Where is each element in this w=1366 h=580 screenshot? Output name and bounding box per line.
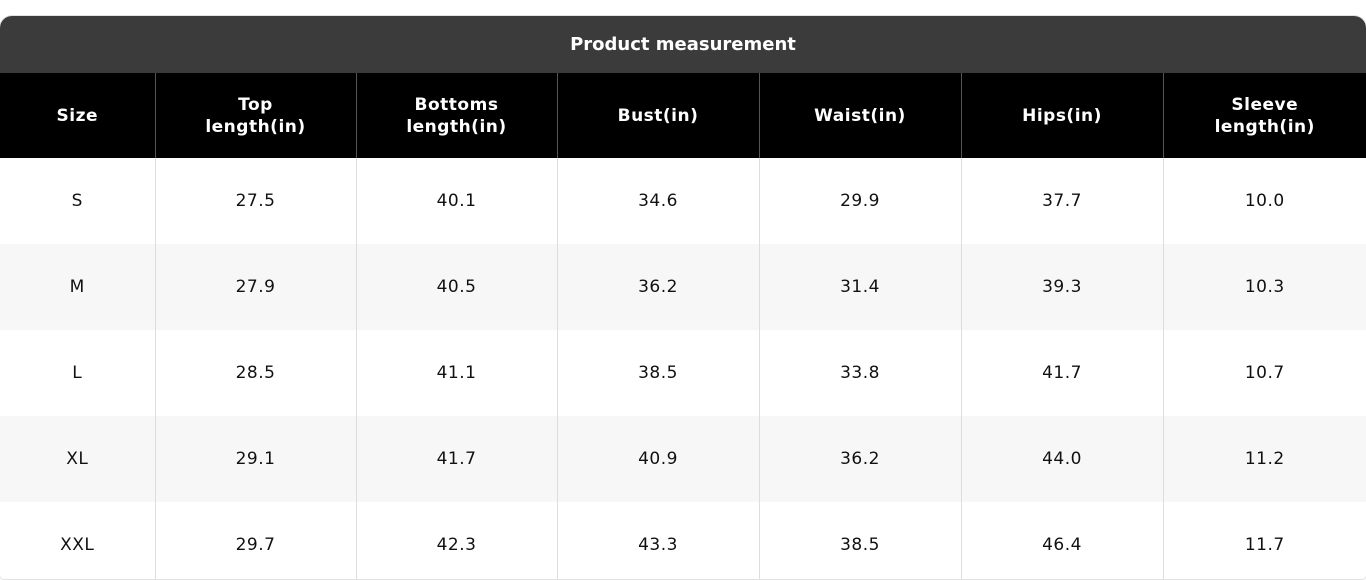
size-cell: L: [72, 363, 83, 383]
measurement-cell: 33.8: [758, 330, 961, 416]
measurement-cell: 41.7: [355, 416, 557, 502]
measurement-cell: 27.5: [154, 158, 356, 244]
measurement-cell: 44.0: [960, 416, 1163, 502]
measurement-cell: 10.3: [1162, 244, 1366, 330]
size-cell: XL: [0, 416, 155, 502]
measurement-cell: 37.7: [960, 158, 1163, 244]
column-header: Bust(in): [556, 73, 759, 158]
measurement-cell: 41.1: [355, 330, 557, 416]
measurement-cell: 29.9: [758, 158, 961, 244]
measurement-cell: 29.7: [154, 502, 356, 579]
column-header: Bottoms length(in): [355, 73, 557, 158]
column-header: Top length(in): [154, 73, 356, 158]
measurement-cell: 38.5: [758, 502, 961, 579]
column-header: Hips(in): [960, 73, 1163, 158]
measurement-cell: 10.7: [1162, 330, 1366, 416]
size-cell: S: [71, 191, 83, 211]
table-row: S 27.5 40.1 34.6 29.9 37.7 10.0: [0, 158, 1366, 244]
table-row: XXL 29.7 42.3 43.3 38.5 46.4 11.7: [0, 502, 1366, 579]
measurement-cell: 11.2: [1162, 416, 1366, 502]
measurement-cell: 10.0: [1162, 158, 1366, 244]
table-row: L 28.5 41.1 38.5 33.8 41.7 10.7: [0, 330, 1366, 416]
measurement-table: Product measurement Size Top length(in) Bo…: [0, 16, 1366, 579]
table-row: M 27.9 40.5 36.2 31.4 39.3 10.3: [0, 244, 1366, 330]
measurement-cell: 39.3: [960, 244, 1163, 330]
size-cell: M: [0, 244, 155, 330]
measurement-cell: 31.4: [758, 244, 961, 330]
header-row: Size Top length(in) Bottoms length(in) Bust…: [0, 73, 1366, 158]
table-row: XL 29.1 41.7 40.9 36.2 44.0 11.2: [0, 416, 1366, 502]
column-header: Sleeve length(in): [1162, 73, 1366, 158]
measurement-cell: 46.4: [960, 502, 1163, 579]
measurement-cell: 36.2: [556, 244, 759, 330]
table-body: S 27.5 40.1 34.6 29.9 37.7 10.0 M 27.9 40.5 36.2 31…: [0, 158, 1366, 579]
measurement-cell: 29.1: [154, 416, 356, 502]
column-header: Waist(in): [758, 73, 961, 158]
measurement-cell: 41.7: [960, 330, 1163, 416]
measurement-cell: 43.3: [556, 502, 759, 579]
measurement-cell: 38.5: [556, 330, 759, 416]
measurement-cell: 27.9: [154, 244, 356, 330]
measurement-cell: 28.5: [154, 330, 356, 416]
measurement-cell: 40.5: [355, 244, 557, 330]
column-header: Size: [0, 73, 155, 158]
measurement-cell: 36.2: [758, 416, 961, 502]
measurement-cell: 11.7: [1162, 502, 1366, 579]
measurement-cell: 42.3: [355, 502, 557, 579]
measurement-cell: 40.9: [556, 416, 759, 502]
table-title: Product measurement: [0, 16, 1366, 73]
size-cell: XXL: [60, 535, 95, 555]
measurement-cell: 34.6: [556, 158, 759, 244]
measurement-cell: 40.1: [355, 158, 557, 244]
table: Size Top length(in) Bottoms length(in) Bust…: [0, 73, 1366, 579]
